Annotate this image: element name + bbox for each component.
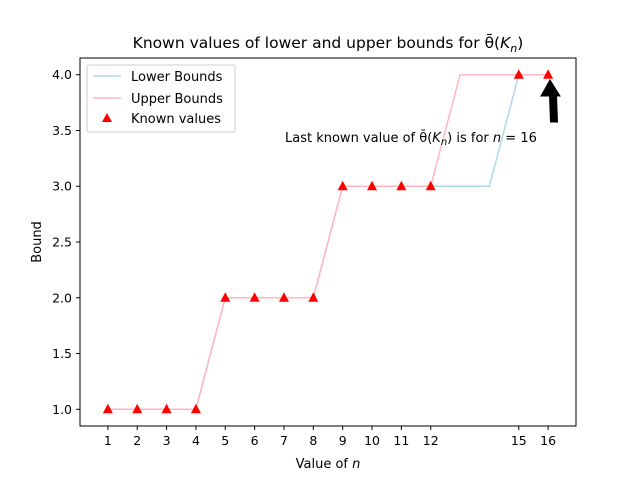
x-tick-label: 11 xyxy=(393,433,409,448)
known-value-marker xyxy=(249,292,260,302)
known-value-marker xyxy=(102,403,113,414)
legend: Lower Bounds Upper Bounds Known values xyxy=(86,64,236,133)
legend-swatch-known-values xyxy=(102,113,112,122)
series-markers xyxy=(102,69,554,414)
series-lines xyxy=(107,73,549,411)
annotation-arrow xyxy=(540,79,561,123)
x-tick-label: 12 xyxy=(423,433,439,448)
x-axis-ticks: 1 2 3 4 5 6 7 8 9 10 11 12 15 16 xyxy=(104,426,556,448)
x-axis-label: Value of n xyxy=(296,457,361,472)
x-tick-label: 1 xyxy=(104,433,112,448)
y-tick-label: 4.0 xyxy=(52,67,72,82)
known-value-marker xyxy=(425,180,436,191)
annotation-text: Last known value of θ̄(Kn) is for n = 16 xyxy=(285,131,537,148)
known-value-marker xyxy=(513,69,524,79)
x-tick-label: 16 xyxy=(540,433,556,448)
x-tick-label: 3 xyxy=(163,433,171,448)
known-value-marker xyxy=(543,69,554,79)
known-value-marker xyxy=(220,292,231,302)
y-tick-label: 3.5 xyxy=(52,123,72,138)
known-value-marker xyxy=(132,403,143,414)
x-tick-label: 9 xyxy=(339,433,347,448)
x-tick-label: 7 xyxy=(280,433,288,448)
known-value-marker xyxy=(278,292,289,302)
y-tick-label: 2.5 xyxy=(52,235,72,250)
x-tick-label: 8 xyxy=(309,433,317,448)
x-tick-label: 5 xyxy=(221,433,229,448)
known-value-marker xyxy=(190,403,201,414)
legend-label-lower-bounds: Lower Bounds xyxy=(131,70,223,85)
legend-label-known-values: Known values xyxy=(131,112,221,127)
known-value-marker xyxy=(396,180,407,191)
series-line-upper-bounds xyxy=(107,73,549,411)
chart-title: Known values of lower and upper bounds f… xyxy=(133,33,524,55)
known-value-marker xyxy=(161,403,172,414)
x-tick-label: 15 xyxy=(511,433,527,448)
x-tick-label: 6 xyxy=(251,433,259,448)
y-tick-label: 1.0 xyxy=(52,402,72,417)
legend-box xyxy=(86,64,236,133)
y-axis-label: Bound xyxy=(30,221,45,263)
known-value-marker xyxy=(337,180,348,191)
x-tick-label: 4 xyxy=(192,433,200,448)
annotation: Last known value of θ̄(Kn) is for n = 16 xyxy=(285,79,561,148)
x-tick-label: 10 xyxy=(364,433,380,448)
y-tick-label: 3.0 xyxy=(52,179,72,194)
y-tick-label: 2.0 xyxy=(52,290,72,305)
y-tick-label: 1.5 xyxy=(52,346,72,361)
known-value-marker xyxy=(367,180,378,191)
x-tick-label: 2 xyxy=(133,433,141,448)
legend-label-upper-bounds: Upper Bounds xyxy=(131,92,223,107)
known-value-marker xyxy=(308,292,319,302)
y-axis-ticks: 1.0 1.5 2.0 2.5 3.0 3.5 4.0 xyxy=(52,67,80,417)
